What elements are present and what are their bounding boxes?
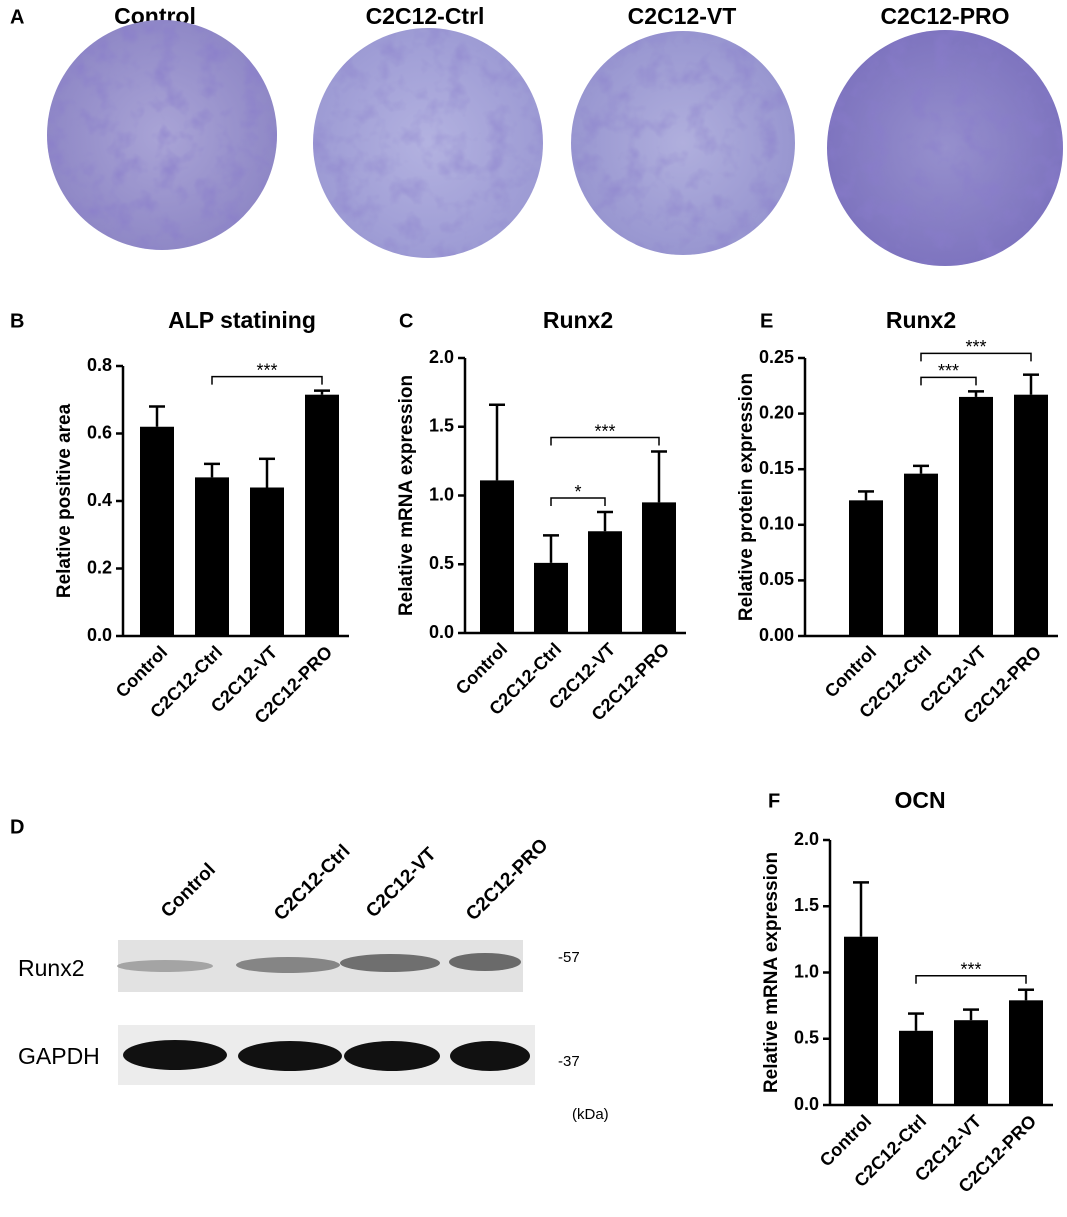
bar bbox=[480, 480, 514, 633]
bar bbox=[140, 426, 174, 636]
bar bbox=[1009, 1000, 1043, 1105]
panel-letter: D bbox=[10, 816, 24, 838]
band bbox=[340, 954, 440, 972]
panel-letter: F bbox=[768, 790, 780, 812]
y-tick-label: 0.0 bbox=[429, 622, 454, 642]
significance-bracket bbox=[920, 352, 1032, 362]
lane-label: C2C12-PRO bbox=[462, 835, 552, 925]
marker-unit: (kDa) bbox=[572, 1106, 609, 1123]
row-label: Runx2 bbox=[18, 955, 84, 981]
bar bbox=[250, 487, 284, 636]
significance-bracket bbox=[550, 436, 660, 446]
well-title: C2C12-Ctrl bbox=[366, 3, 485, 29]
row-label: GAPDH bbox=[18, 1043, 100, 1069]
y-tick-label: 0.15 bbox=[759, 458, 794, 478]
bar bbox=[1014, 394, 1048, 636]
bar bbox=[899, 1030, 933, 1105]
bar bbox=[849, 500, 883, 636]
significance-label: *** bbox=[594, 421, 615, 441]
y-tick-label: 0.6 bbox=[87, 422, 112, 442]
well-images bbox=[47, 20, 1063, 266]
y-axis-label: Relative mRNA expression bbox=[761, 852, 782, 1093]
significance-bracket bbox=[211, 375, 323, 385]
significance-label: *** bbox=[960, 959, 981, 979]
y-tick-label: 0.8 bbox=[87, 355, 112, 375]
bar-chart: F OCN Relative mRNA expression 0.0 0.5 1.0 1.5… bbox=[761, 787, 1053, 1197]
chart-title: Runx2 bbox=[886, 307, 956, 333]
y-axis-label: Relative protein expression bbox=[736, 373, 757, 621]
panel-letter: B bbox=[10, 310, 24, 332]
y-tick-label: 0.10 bbox=[759, 514, 794, 534]
band bbox=[236, 957, 340, 973]
marker-label: -37 bbox=[558, 1053, 580, 1070]
bar bbox=[588, 531, 622, 633]
y-axis-label: Relative mRNA expression bbox=[396, 375, 417, 616]
y-axis-label: Relative positive area bbox=[54, 403, 75, 598]
significance-bracket bbox=[550, 497, 606, 506]
y-tick-label: 1.5 bbox=[794, 895, 819, 915]
bar bbox=[954, 1020, 988, 1105]
chart-title: OCN bbox=[894, 787, 945, 813]
bar bbox=[904, 473, 938, 636]
panel-letter: C bbox=[399, 310, 413, 332]
panel-letter: E bbox=[760, 310, 773, 332]
y-tick-label: 0.00 bbox=[759, 625, 794, 645]
lane-label: C2C12-Ctrl bbox=[270, 841, 354, 925]
band bbox=[449, 953, 521, 971]
y-tick-label: 1.0 bbox=[794, 961, 819, 981]
y-tick-label: 0.2 bbox=[87, 557, 112, 577]
well-texture bbox=[47, 20, 277, 250]
well-texture bbox=[571, 31, 795, 255]
marker-label: -57 bbox=[558, 949, 580, 966]
significance-bracket bbox=[915, 974, 1027, 984]
panel-d: D Control C2C12-Ctrl C2C12-VT C2C12-PRO … bbox=[10, 816, 609, 1123]
band bbox=[450, 1041, 530, 1071]
significance-label: * bbox=[574, 482, 581, 502]
bar-chart: C Runx2 Relative mRNA expression 0.0 0.5 1.0 1… bbox=[396, 307, 686, 725]
panel-letter: A bbox=[10, 6, 24, 28]
well-texture bbox=[313, 28, 543, 258]
significance-label: *** bbox=[965, 337, 986, 357]
y-tick-label: 0.4 bbox=[87, 490, 112, 510]
y-tick-label: 0.25 bbox=[759, 347, 794, 367]
y-tick-label: 0.05 bbox=[759, 569, 794, 589]
band bbox=[123, 1040, 227, 1070]
bar bbox=[844, 936, 878, 1105]
y-tick-label: 0.0 bbox=[794, 1094, 819, 1114]
y-tick-label: 0.20 bbox=[759, 402, 794, 422]
chart-title: ALP statining bbox=[168, 307, 316, 333]
bar bbox=[195, 477, 229, 636]
y-tick-label: 1.0 bbox=[429, 484, 454, 504]
y-tick-label: 0.5 bbox=[794, 1028, 819, 1048]
well-texture bbox=[827, 30, 1063, 266]
y-tick-label: 2.0 bbox=[794, 829, 819, 849]
bar bbox=[959, 396, 993, 636]
chart-title: Runx2 bbox=[543, 307, 613, 333]
well-title: C2C12-VT bbox=[628, 3, 737, 29]
significance-bracket bbox=[920, 376, 977, 386]
bar bbox=[305, 394, 339, 636]
y-tick-label: 1.5 bbox=[429, 416, 454, 436]
lane-label: Control bbox=[157, 859, 220, 922]
bar-chart: B ALP statining Relative positive area 0.0 0… bbox=[10, 307, 349, 728]
band bbox=[344, 1041, 440, 1071]
band bbox=[117, 960, 213, 972]
bar bbox=[642, 502, 676, 633]
significance-label: *** bbox=[256, 360, 277, 380]
panel-a: A Control C2C12-Ctrl C2C12-VT C2C12-PRO bbox=[10, 3, 1063, 266]
y-tick-label: 0.0 bbox=[87, 625, 112, 645]
y-tick-label: 2.0 bbox=[429, 347, 454, 367]
band bbox=[238, 1041, 342, 1071]
bar bbox=[534, 562, 568, 633]
significance-label: *** bbox=[938, 361, 959, 381]
y-tick-label: 0.5 bbox=[429, 553, 454, 573]
well-title: C2C12-PRO bbox=[880, 3, 1009, 29]
lane-label: C2C12-VT bbox=[362, 843, 441, 922]
